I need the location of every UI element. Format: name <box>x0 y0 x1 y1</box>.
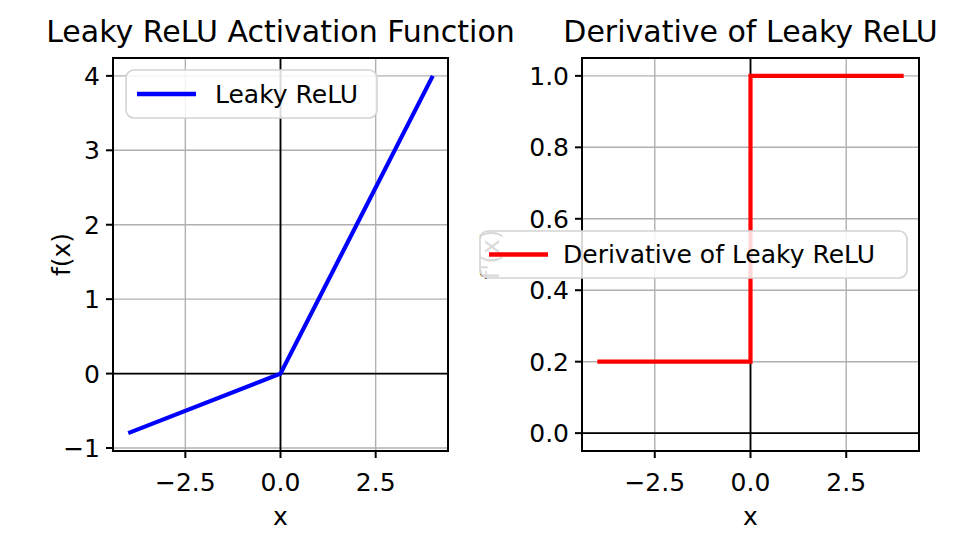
y-tick-label: 0 <box>84 360 100 389</box>
y-tick-label: −1 <box>63 434 100 463</box>
x-tick-label: −2.5 <box>624 468 685 497</box>
y-tick-label: 1.0 <box>529 62 569 91</box>
left-chart-ylabel: f(x) <box>47 233 76 276</box>
y-tick-label: 3 <box>84 136 100 165</box>
y-tick-label: 4 <box>84 62 100 91</box>
chart-canvas: −2.5 0.0 2.5 −1 0 1 2 3 4 −2.5 0.0 2.5 0.0 0.2 0.4 0.6 0… <box>0 0 970 552</box>
left-legend-label: Leaky ReLU <box>215 80 358 109</box>
y-tick-label: 1 <box>84 285 100 314</box>
y-tick-label: 0.6 <box>529 205 569 234</box>
x-tick-label: 0.0 <box>261 468 301 497</box>
y-tick-label: 0.8 <box>529 133 569 162</box>
y-tick-label: 2 <box>84 211 100 240</box>
matplotlib-figure: −2.5 0.0 2.5 −1 0 1 2 3 4 −2.5 0.0 2.5 0.0 0.2 0.4 0.6 0… <box>0 0 970 552</box>
right-legend: Derivative of Leaky ReLU <box>480 231 907 278</box>
right-chart-title: Derivative of Leaky ReLU <box>563 14 937 49</box>
legends: Leaky ReLU Derivative of Leaky ReLU <box>126 70 907 278</box>
x-tick-label: −2.5 <box>155 468 216 497</box>
x-tick-label: 0.0 <box>731 468 771 497</box>
y-tick-label: 0.0 <box>529 419 569 448</box>
left-legend: Leaky ReLU <box>126 70 377 118</box>
x-tick-label: 2.5 <box>356 468 396 497</box>
y-tick-label: 0.4 <box>529 276 569 305</box>
subplot-0: −2.5 0.0 2.5 −1 0 1 2 3 4 <box>63 58 448 497</box>
left-chart-xlabel: x <box>273 502 288 531</box>
x-tick-label: 2.5 <box>826 468 866 497</box>
right-legend-label: Derivative of Leaky ReLU <box>563 240 875 269</box>
right-chart-xlabel: x <box>743 502 758 531</box>
left-chart-title: Leaky ReLU Activation Function <box>46 14 515 49</box>
y-tick-label: 0.2 <box>529 348 569 377</box>
